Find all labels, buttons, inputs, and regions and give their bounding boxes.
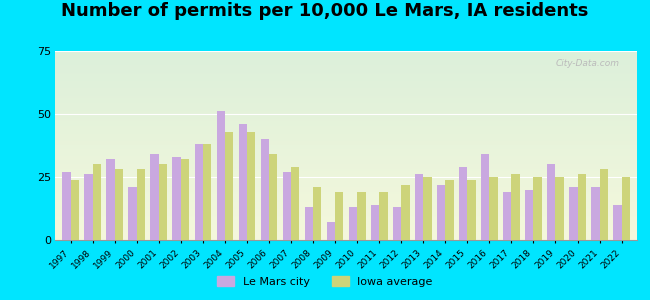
Bar	[313, 187, 322, 240]
Bar	[203, 144, 211, 240]
Bar	[239, 124, 247, 240]
Bar	[445, 179, 454, 240]
Bar	[159, 164, 167, 240]
Bar	[291, 167, 300, 240]
Bar	[577, 175, 586, 240]
Bar	[181, 159, 189, 240]
Bar	[534, 177, 542, 240]
Bar	[613, 205, 621, 240]
Bar	[335, 192, 343, 240]
Bar	[172, 157, 181, 240]
Bar	[107, 159, 115, 240]
Bar	[327, 222, 335, 240]
Bar	[467, 179, 476, 240]
Bar	[349, 207, 357, 240]
Bar	[503, 192, 512, 240]
Bar	[269, 154, 278, 240]
Bar	[93, 164, 101, 240]
Bar	[556, 177, 564, 240]
Legend: Le Mars city, Iowa average: Le Mars city, Iowa average	[213, 272, 437, 291]
Bar	[423, 177, 432, 240]
Bar	[115, 169, 123, 240]
Bar	[569, 187, 577, 240]
Text: Number of permits per 10,000 Le Mars, IA residents: Number of permits per 10,000 Le Mars, IA…	[61, 2, 589, 20]
Bar	[283, 172, 291, 240]
Bar	[84, 175, 93, 240]
Bar	[194, 144, 203, 240]
Bar	[525, 190, 534, 240]
Text: City-Data.com: City-Data.com	[556, 58, 619, 68]
Bar	[621, 177, 630, 240]
Bar	[481, 154, 489, 240]
Bar	[225, 132, 233, 240]
Bar	[591, 187, 599, 240]
Bar	[129, 187, 136, 240]
Bar	[401, 184, 410, 240]
Bar	[305, 207, 313, 240]
Bar	[370, 205, 379, 240]
Bar	[136, 169, 145, 240]
Bar	[150, 154, 159, 240]
Bar	[247, 132, 255, 240]
Bar	[599, 169, 608, 240]
Bar	[357, 192, 365, 240]
Bar	[261, 139, 269, 240]
Bar	[393, 207, 401, 240]
Bar	[459, 167, 467, 240]
Bar	[62, 172, 71, 240]
Bar	[379, 192, 387, 240]
Bar	[216, 112, 225, 240]
Bar	[547, 164, 556, 240]
Bar	[71, 179, 79, 240]
Bar	[415, 175, 423, 240]
Bar	[489, 177, 498, 240]
Bar	[512, 175, 520, 240]
Bar	[437, 184, 445, 240]
